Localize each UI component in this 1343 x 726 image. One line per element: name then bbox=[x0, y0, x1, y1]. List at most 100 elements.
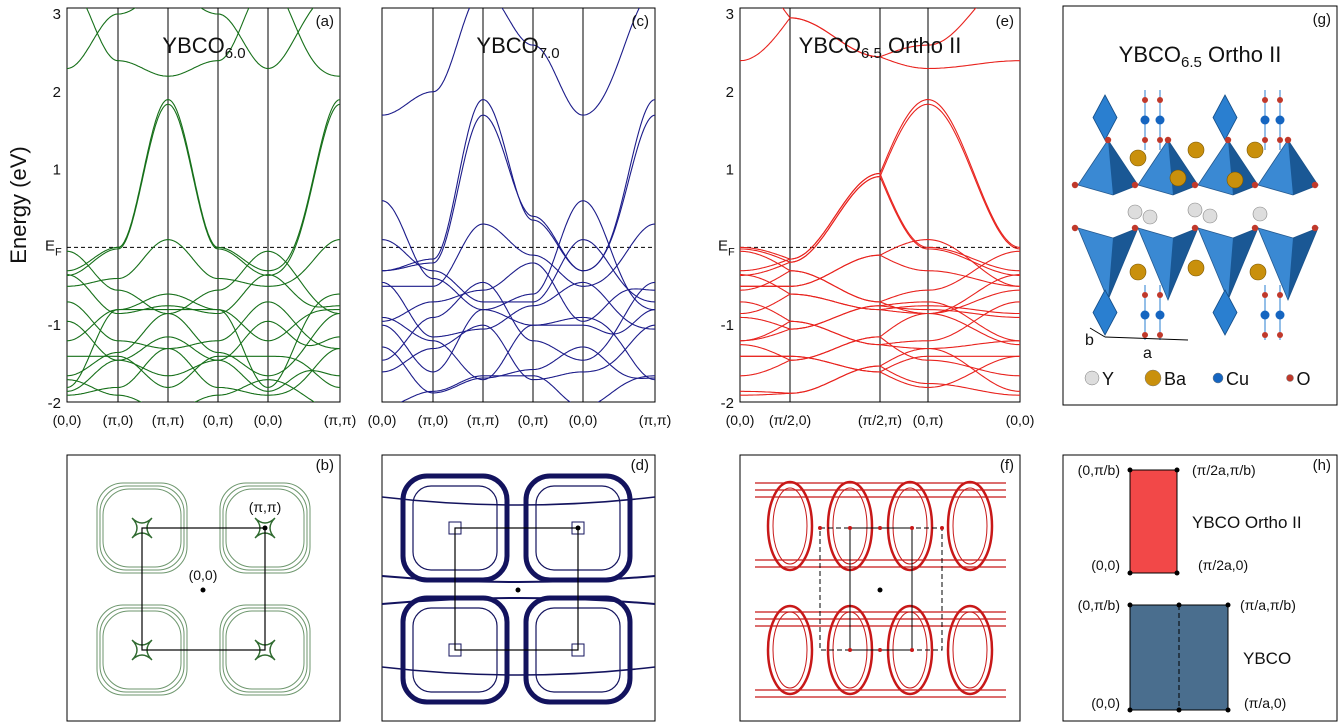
o-atom bbox=[1142, 292, 1148, 298]
legend-label: Cu bbox=[1226, 369, 1249, 389]
fermi-sheet bbox=[381, 597, 656, 605]
y-axis-label: Energy (eV) bbox=[6, 146, 31, 263]
o-atom bbox=[1311, 224, 1319, 232]
o-atom bbox=[1284, 136, 1292, 144]
fermi-sheet bbox=[381, 575, 656, 583]
o-atom bbox=[1191, 224, 1199, 232]
o-atom bbox=[1142, 332, 1148, 338]
fermi-contour bbox=[952, 487, 988, 565]
cu-atom bbox=[1140, 310, 1150, 320]
panel-frame bbox=[739, 454, 1021, 722]
panel-title: YBCO6.5 Ortho II bbox=[799, 33, 962, 62]
polyhedron bbox=[1108, 228, 1138, 300]
plot-frame bbox=[381, 7, 656, 403]
text-part: Ortho II bbox=[1202, 42, 1281, 67]
bands bbox=[382, 8, 655, 402]
axis-arrow bbox=[1104, 336, 1189, 341]
axis-arrow bbox=[1089, 327, 1106, 338]
band-curve bbox=[67, 320, 340, 361]
x-tick-label: (π,π) bbox=[324, 412, 357, 428]
text-part: 6.0 bbox=[225, 45, 246, 62]
text-part: YBCO bbox=[162, 33, 224, 58]
band-curve bbox=[67, 8, 314, 70]
cu-atom bbox=[1155, 115, 1165, 125]
band-panel: 3 2 1 -1 -2 EF (0,0) (π,0) (π,π) (0,π) (0,0) (π,π) (… bbox=[45, 6, 357, 428]
point bbox=[1174, 570, 1180, 576]
chain bbox=[1212, 94, 1238, 141]
o-atom bbox=[1071, 224, 1079, 232]
x-tick-label: (π/2,π) bbox=[858, 412, 902, 428]
point bbox=[1127, 602, 1133, 608]
o-atom bbox=[1157, 292, 1163, 298]
y-tick-label: 2 bbox=[53, 84, 61, 101]
band-curve bbox=[740, 320, 1020, 350]
o-atom bbox=[1191, 181, 1199, 189]
fermi-pocket bbox=[254, 639, 276, 661]
x-tick-label: (π,0) bbox=[103, 412, 134, 428]
x-tick-label: (0,0) bbox=[1006, 412, 1035, 428]
y-tick-label: -1 bbox=[721, 317, 734, 334]
legend-swatch bbox=[1212, 372, 1224, 384]
fermi-contour bbox=[886, 480, 934, 572]
o-atom bbox=[1262, 292, 1268, 298]
chain bbox=[1092, 94, 1118, 141]
x-tick-label: (0,π) bbox=[518, 412, 549, 428]
ba-atom bbox=[1249, 263, 1267, 281]
x-tick-label: (π,π) bbox=[152, 412, 185, 428]
point bbox=[1174, 467, 1180, 473]
polyhedron bbox=[1168, 228, 1198, 300]
ortho-zone bbox=[1129, 469, 1178, 574]
fermi-contour bbox=[946, 480, 994, 572]
fermi-pocket bbox=[131, 517, 153, 539]
o-atom bbox=[1142, 137, 1148, 143]
band-curve bbox=[67, 312, 340, 377]
x-tick-label: (0,0) bbox=[53, 412, 82, 428]
y-tick-label: 3 bbox=[726, 6, 734, 23]
panel-label: (g) bbox=[1313, 11, 1331, 28]
band-curve bbox=[382, 200, 655, 311]
ba-atom bbox=[1169, 169, 1187, 187]
band-curve bbox=[740, 239, 1020, 287]
point bbox=[1176, 707, 1182, 713]
panel-frame bbox=[66, 454, 341, 722]
point bbox=[878, 648, 882, 652]
panel-label: (d) bbox=[631, 457, 649, 474]
x-tick-label: (0,0) bbox=[726, 412, 755, 428]
ba-atom bbox=[1129, 263, 1147, 281]
plot-frame bbox=[66, 7, 341, 403]
band-panel: 3 2 1 -1 -2 EF (0,0) (π/2,0) (π/2,π) (0,π) (0,0) (e… bbox=[718, 6, 1035, 428]
o-atom bbox=[1277, 137, 1283, 143]
o-atom bbox=[1251, 224, 1259, 232]
o-atom bbox=[1131, 224, 1139, 232]
point bbox=[262, 525, 268, 531]
bands bbox=[740, 8, 1020, 396]
o-atom bbox=[1157, 137, 1163, 143]
point-label: (π,π) bbox=[249, 499, 282, 515]
ba-atom bbox=[1187, 259, 1205, 277]
y-atom bbox=[1142, 209, 1158, 225]
panel-label: (b) bbox=[316, 457, 334, 474]
fermi-pocket bbox=[254, 517, 276, 539]
zone-boundary bbox=[141, 527, 266, 651]
o-atom bbox=[1277, 332, 1283, 338]
panel-label: (a) bbox=[316, 13, 334, 30]
fermi-sheet bbox=[381, 666, 656, 676]
o-atom bbox=[1262, 97, 1268, 103]
band-curve bbox=[382, 99, 655, 272]
text-part: 7.0 bbox=[539, 45, 560, 62]
band-curve bbox=[740, 293, 1020, 315]
legend-label: Ba bbox=[1164, 369, 1187, 389]
y-tick-label: -2 bbox=[721, 395, 734, 412]
point bbox=[1127, 570, 1133, 576]
point bbox=[848, 648, 852, 652]
panel-label: (e) bbox=[996, 13, 1014, 30]
o-atom bbox=[1251, 181, 1259, 189]
chain bbox=[1212, 289, 1238, 336]
band-curve bbox=[740, 355, 1020, 388]
panel-title: YBCO6.0 bbox=[162, 33, 245, 62]
polyhedron bbox=[1108, 140, 1138, 195]
fermi-contour bbox=[946, 604, 994, 696]
band-curve bbox=[67, 274, 340, 315]
band-curve bbox=[740, 312, 1020, 361]
